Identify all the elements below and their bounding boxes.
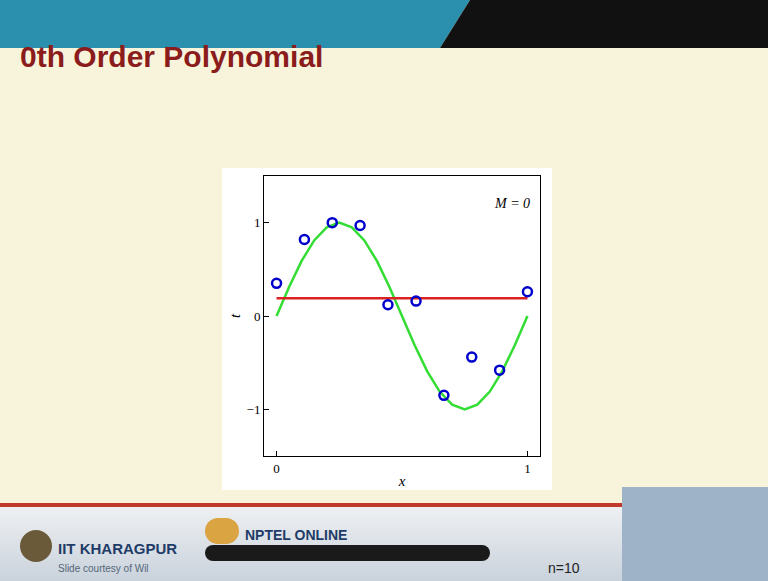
svg-text:1: 1 bbox=[254, 215, 261, 230]
html-text:0th Order Polynomial: 0th Order Polynomial bbox=[20, 40, 324, 73]
svg-text:0: 0 bbox=[254, 309, 261, 324]
svg-text:x: x bbox=[398, 473, 406, 489]
html-text:Slide courtesy of Wil: Slide courtesy of Wil bbox=[58, 563, 149, 574]
html-text:IIT KHARAGPUR: IIT KHARAGPUR bbox=[58, 540, 178, 557]
svg-text:1: 1 bbox=[524, 461, 531, 476]
html-text:n=10: n=10 bbox=[548, 560, 580, 576]
svg-text:−1: −1 bbox=[247, 402, 261, 417]
html-text:NPTEL ONLINE: NPTEL ONLINE bbox=[245, 527, 348, 543]
svg-text:M = 0: M = 0 bbox=[494, 196, 530, 211]
svg-text:t: t bbox=[227, 313, 243, 318]
svg-text:0: 0 bbox=[273, 461, 280, 476]
